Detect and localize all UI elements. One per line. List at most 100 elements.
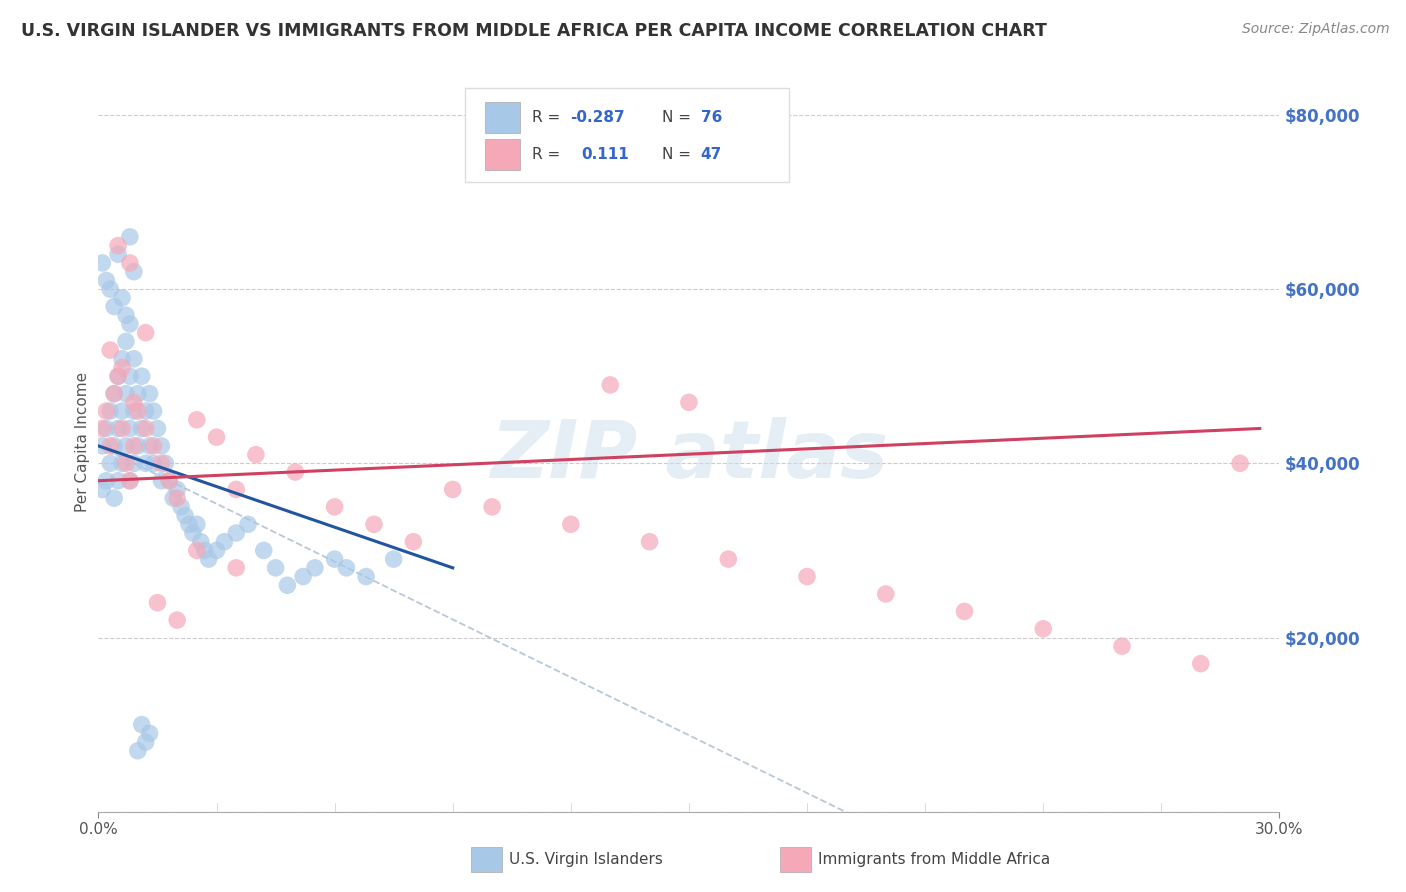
Point (1032, 622, 1054, 636)
Text: -0.287: -0.287 (569, 110, 624, 125)
Point (115, 456, 138, 470)
Point (135, 456, 157, 470)
Point (118, 474, 141, 488)
Point (131, 421, 153, 435)
Point (953, 604, 976, 618)
Point (111, 291, 134, 305)
Text: 47: 47 (700, 147, 723, 161)
Point (115, 439, 138, 453)
Point (96, 273, 118, 287)
Point (190, 534, 212, 549)
Point (186, 543, 208, 558)
Point (599, 378, 621, 392)
Point (107, 474, 129, 488)
Point (150, 439, 173, 453)
Point (118, 474, 141, 488)
FancyBboxPatch shape (485, 139, 520, 169)
Point (245, 448, 267, 462)
Point (194, 543, 217, 558)
Point (170, 500, 193, 514)
Point (441, 483, 464, 497)
Point (131, 369, 153, 384)
Point (135, 326, 157, 340)
Point (111, 456, 134, 470)
Point (122, 404, 145, 418)
Point (236, 517, 259, 532)
Point (678, 395, 700, 409)
Point (115, 308, 138, 322)
Point (138, 439, 160, 453)
Point (103, 300, 125, 314)
Point (127, 386, 149, 401)
Point (122, 265, 145, 279)
Point (162, 491, 184, 505)
Text: 0.111: 0.111 (582, 147, 630, 161)
Point (118, 317, 141, 331)
Point (103, 386, 125, 401)
Point (96, 404, 118, 418)
Point (127, 439, 149, 453)
Point (115, 334, 138, 349)
Point (1229, 456, 1251, 470)
Point (304, 561, 326, 575)
Point (214, 534, 236, 549)
Point (118, 230, 141, 244)
Point (323, 552, 346, 566)
Point (107, 238, 129, 252)
Point (91, 256, 114, 270)
Point (118, 369, 141, 384)
Point (91, 439, 114, 453)
FancyBboxPatch shape (464, 87, 789, 183)
Point (111, 421, 134, 435)
Point (103, 439, 125, 453)
Point (103, 491, 125, 505)
Point (127, 404, 149, 418)
Point (98, 282, 121, 296)
Text: Immigrants from Middle Africa: Immigrants from Middle Africa (818, 853, 1050, 867)
Point (292, 569, 315, 583)
Point (111, 351, 134, 366)
Point (135, 404, 157, 418)
Point (138, 386, 160, 401)
Text: 76: 76 (700, 110, 723, 125)
Point (875, 587, 897, 601)
Point (354, 569, 377, 583)
Point (560, 517, 582, 532)
Point (96, 474, 118, 488)
Point (1111, 639, 1133, 653)
Point (146, 596, 169, 610)
Point (150, 474, 173, 488)
Point (205, 543, 228, 558)
Point (122, 351, 145, 366)
Point (276, 578, 298, 592)
Point (323, 500, 346, 514)
Point (166, 613, 188, 627)
Point (166, 491, 188, 505)
Point (98, 456, 121, 470)
Point (157, 474, 180, 488)
Point (111, 360, 134, 375)
Point (177, 517, 200, 532)
Point (98, 343, 121, 357)
Point (131, 717, 153, 731)
Point (150, 456, 173, 470)
Point (107, 247, 129, 261)
Point (122, 439, 145, 453)
Point (118, 256, 141, 270)
Point (481, 500, 503, 514)
Text: ZIP atlas: ZIP atlas (489, 417, 889, 495)
Point (717, 552, 740, 566)
Point (107, 369, 129, 384)
Point (107, 421, 129, 435)
Point (135, 421, 157, 435)
Point (225, 483, 247, 497)
Point (155, 456, 177, 470)
Y-axis label: Per Capita Income: Per Capita Income (75, 371, 90, 512)
Point (174, 508, 197, 523)
Point (166, 483, 188, 497)
Point (118, 421, 141, 435)
Point (91, 421, 114, 435)
Text: U.S. VIRGIN ISLANDER VS IMMIGRANTS FROM MIDDLE AFRICA PER CAPITA INCOME CORRELAT: U.S. VIRGIN ISLANDER VS IMMIGRANTS FROM … (21, 22, 1047, 40)
Point (225, 561, 247, 575)
Point (98, 439, 121, 453)
